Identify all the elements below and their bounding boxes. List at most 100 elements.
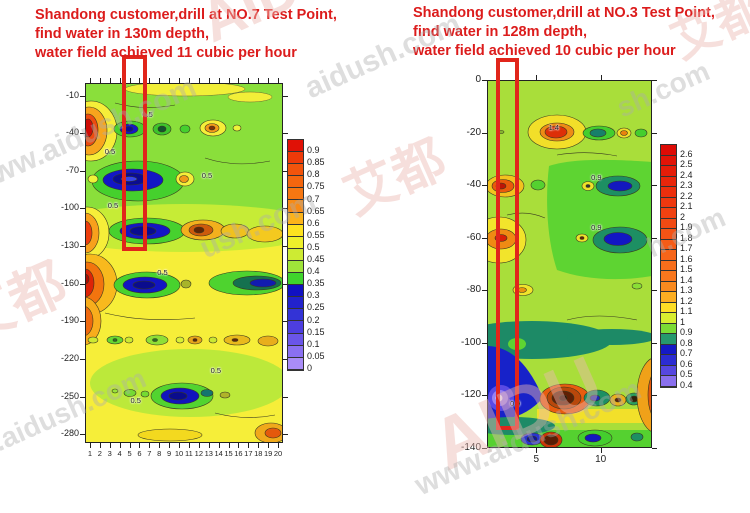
y-tick-label: -190 xyxy=(60,315,79,326)
legend-label: 0.35 xyxy=(307,278,325,289)
x-tick-mark xyxy=(149,78,151,83)
x-tick-label: 8 xyxy=(157,449,162,458)
x-tick-label: 17 xyxy=(244,449,253,458)
legend-label: 0.5 xyxy=(680,369,693,379)
legend-segment xyxy=(661,239,676,250)
legend-segment xyxy=(661,292,676,303)
legend-segment xyxy=(661,260,676,271)
x-tick-mark xyxy=(129,443,131,448)
y-tick-label: -160 xyxy=(60,277,79,288)
x-tick-mark xyxy=(139,78,141,83)
legend-segment xyxy=(288,140,303,153)
y-tick-mark xyxy=(283,170,288,172)
x-tick-mark xyxy=(258,78,260,83)
left-annotation-line2: find water in 130m depth, xyxy=(35,26,210,42)
legend-label: 1.8 xyxy=(680,232,693,243)
legend-label: 0.7 xyxy=(680,348,693,358)
y-tick-mark xyxy=(80,358,85,360)
x-tick-label: 1 xyxy=(87,449,93,458)
y-tick-mark xyxy=(80,396,85,398)
legend-label: 0.85 xyxy=(307,157,325,168)
legend-segment xyxy=(661,229,676,240)
y-tick-mark xyxy=(482,448,487,449)
y-tick-mark xyxy=(80,170,85,172)
legend-label: 2.3 xyxy=(680,180,693,190)
x-tick-label: 3 xyxy=(107,449,112,458)
y-tick-label: -140 xyxy=(460,442,481,453)
legend-label: 1.1 xyxy=(680,306,693,316)
x-tick-mark xyxy=(169,443,171,448)
right-annotation-line2: find water in 128m depth, xyxy=(413,24,588,40)
x-tick-mark xyxy=(119,78,121,83)
x-tick-label: 5 xyxy=(533,454,540,465)
y-tick-mark xyxy=(652,290,657,292)
legend-segment xyxy=(288,212,303,225)
y-tick-label: -280 xyxy=(60,428,79,439)
legend-segment xyxy=(288,297,303,310)
y-tick-mark xyxy=(482,290,487,292)
y-tick-mark xyxy=(283,321,288,323)
legend-segment xyxy=(288,200,303,213)
highlight-rect xyxy=(121,55,148,252)
left-annotation-line1: Shandong customer,drill at NO.7 Test Poi… xyxy=(35,7,337,23)
legend-segment xyxy=(661,208,676,219)
right-annotation-line1: Shandong customer,drill at NO.3 Test Poi… xyxy=(413,5,715,21)
legend-segment xyxy=(288,273,303,286)
legend-segment xyxy=(288,321,303,334)
legend-label: 1.7 xyxy=(680,243,693,253)
legend-label: 1.2 xyxy=(680,295,693,306)
colorbar xyxy=(287,139,304,371)
legend-segment xyxy=(661,250,676,261)
watermark-brand: 艾都 xyxy=(0,251,76,355)
contour-label: 0.9 xyxy=(591,173,602,183)
y-tick-label: -20 xyxy=(466,126,481,138)
y-tick-mark xyxy=(652,342,657,344)
right-annotation: Shandong customer,drill at NO.3 Test Poi… xyxy=(413,4,715,61)
highlight-rect xyxy=(496,58,519,430)
legend-label: 0.4 xyxy=(307,266,320,277)
legend-segment xyxy=(288,333,303,346)
legend-label: 0 xyxy=(307,362,313,373)
legend-label: 0.15 xyxy=(307,326,325,337)
left-contour-plot xyxy=(85,83,283,443)
legend-label: 0.75 xyxy=(307,181,325,192)
right-annotation-line3: water field achieved 10 cubic per hour xyxy=(413,43,676,59)
x-tick-label: 18 xyxy=(254,449,263,458)
y-tick-label: -120 xyxy=(460,389,481,401)
legend-segment xyxy=(288,224,303,237)
legend-segment xyxy=(288,152,303,165)
y-tick-mark xyxy=(80,434,85,436)
x-tick-mark xyxy=(188,443,190,448)
x-tick-mark xyxy=(139,443,141,448)
legend-label: 0.9 xyxy=(680,327,693,337)
x-tick-label: 13 xyxy=(204,449,213,458)
x-tick-mark xyxy=(109,78,111,83)
contour-label: 0.9 xyxy=(591,223,602,233)
x-tick-mark xyxy=(179,78,181,83)
y-tick-label: 0 xyxy=(475,74,481,85)
x-tick-mark xyxy=(248,78,250,83)
legend-segment xyxy=(288,236,303,249)
x-tick-mark xyxy=(169,78,171,83)
x-tick-mark xyxy=(89,443,91,448)
x-tick-mark xyxy=(159,78,161,83)
legend-segment xyxy=(288,309,303,322)
legend-segment xyxy=(288,345,303,358)
legend-label: 0.6 xyxy=(680,358,693,369)
x-tick-mark xyxy=(238,78,240,83)
y-tick-mark xyxy=(482,80,487,81)
legend-segment xyxy=(661,313,676,324)
x-tick-mark xyxy=(208,78,210,83)
x-tick-mark xyxy=(198,78,200,83)
y-tick-label: -100 xyxy=(60,202,79,213)
legend-segment xyxy=(661,218,676,229)
legend-segment xyxy=(288,357,303,370)
y-tick-mark xyxy=(283,396,288,398)
y-tick-mark xyxy=(652,185,657,187)
legend-segment xyxy=(661,176,676,187)
x-tick-mark xyxy=(268,443,270,448)
x-tick-mark xyxy=(228,443,230,448)
x-tick-label: 20 xyxy=(273,449,283,458)
x-tick-label: 6 xyxy=(137,449,142,458)
legend-label: 0.2 xyxy=(307,314,320,325)
